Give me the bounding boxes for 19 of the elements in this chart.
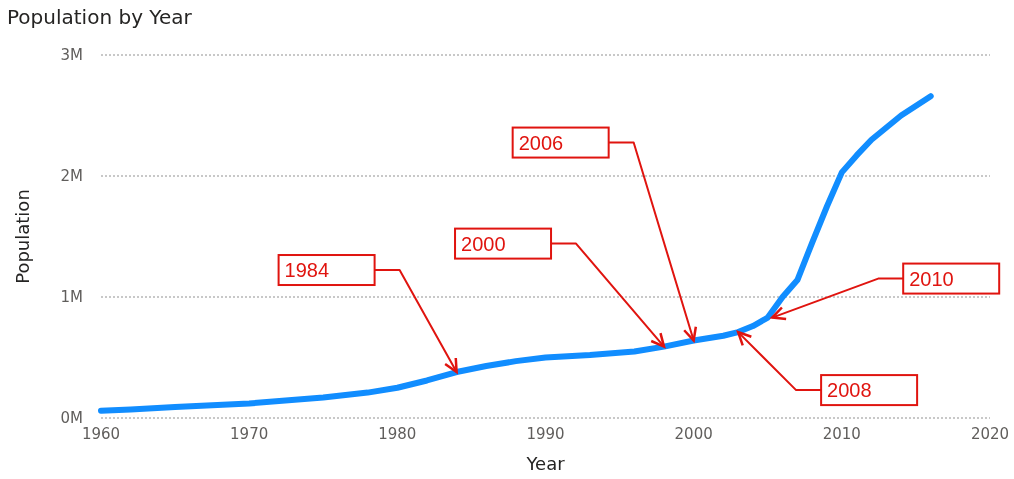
y-tick-label: 0M bbox=[60, 409, 83, 427]
annotation: 2006 bbox=[518, 131, 564, 154]
chart-title: Population by Year bbox=[7, 5, 193, 29]
x-tick-label: 1980 bbox=[378, 424, 417, 443]
x-tick-label: 1970 bbox=[230, 424, 269, 443]
y-tick-label: 3M bbox=[60, 46, 83, 64]
annotation: 2010 bbox=[909, 267, 954, 290]
y-tick-label: 1M bbox=[60, 288, 83, 306]
x-tick-label: 2000 bbox=[674, 424, 713, 443]
annotation: 2000 bbox=[461, 232, 506, 255]
x-axis-title: Year bbox=[525, 452, 566, 474]
x-tick-label: 1990 bbox=[526, 424, 565, 443]
x-tick-label: 1960 bbox=[81, 424, 121, 443]
y-tick-label: 2M bbox=[60, 167, 83, 185]
annotation: 1984 bbox=[284, 259, 330, 282]
x-tick-label: 2010 bbox=[822, 424, 861, 443]
annotation: 2008 bbox=[827, 379, 872, 402]
x-tick-label: 2020 bbox=[970, 424, 1010, 443]
y-axis-title: Population bbox=[11, 189, 33, 284]
